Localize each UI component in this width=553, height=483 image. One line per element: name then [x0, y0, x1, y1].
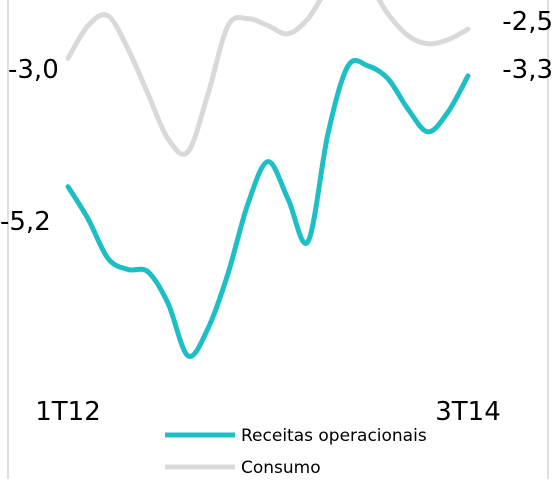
data-label: -3,0 [8, 55, 59, 85]
x-tick-label: 3T14 [435, 397, 501, 427]
x-tick-label: 1T12 [35, 397, 101, 427]
data-label: -5,2 [0, 207, 51, 237]
plot-area [65, 0, 471, 359]
data-label: -3,3 [502, 55, 553, 85]
data-label: -2,5 [502, 7, 553, 37]
legend-label: Receitas operacionais [241, 426, 427, 446]
series-line [65, 57, 471, 359]
series-line [65, 0, 471, 157]
legend-label: Consumo [241, 458, 321, 478]
